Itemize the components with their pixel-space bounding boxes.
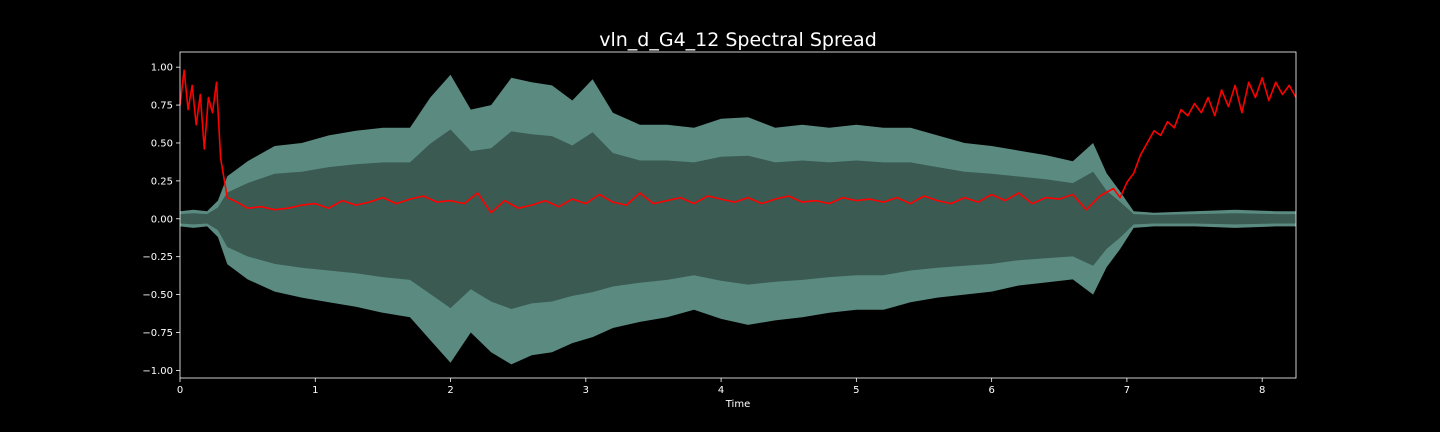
chart-title: vln_d_G4_12 Spectral Spread	[599, 29, 877, 51]
y-tick-label: 0.75	[151, 101, 173, 112]
y-tick-label: 0.50	[151, 138, 173, 149]
waveform-layer	[180, 74, 1296, 365]
x-tick-label: 3	[583, 385, 589, 396]
x-axis-label: Time	[725, 399, 750, 410]
spread-line-layer	[179, 69, 1297, 214]
axes-frame	[179, 51, 1297, 379]
x-tick-label: 4	[718, 385, 724, 396]
spectral-spread-line	[179, 69, 1297, 214]
x-axis-ticks: 0 1 2 3 4 5 6 7 8	[177, 378, 1265, 396]
y-tick-label: −1.00	[142, 366, 173, 377]
x-tick-label: 0	[177, 385, 183, 396]
x-tick-label: 2	[447, 385, 453, 396]
y-tick-label: 0.25	[151, 176, 173, 187]
x-tick-label: 5	[853, 385, 859, 396]
x-tick-label: 8	[1259, 385, 1265, 396]
x-tick-label: 1	[312, 385, 318, 396]
y-axis-ticks: 1.00 0.75 0.50 0.25 0.00 −0.25 −0.50 −0.75 −1.00	[142, 63, 180, 377]
y-tick-label: 1.00	[151, 63, 173, 74]
y-tick-label: 0.00	[151, 214, 173, 225]
x-tick-label: 6	[988, 385, 994, 396]
x-tick-label: 7	[1124, 385, 1130, 396]
y-tick-label: −0.25	[142, 252, 173, 263]
waveform-envelope-inner	[180, 129, 1296, 309]
y-tick-label: −0.50	[142, 290, 173, 301]
y-tick-label: −0.75	[142, 328, 173, 339]
